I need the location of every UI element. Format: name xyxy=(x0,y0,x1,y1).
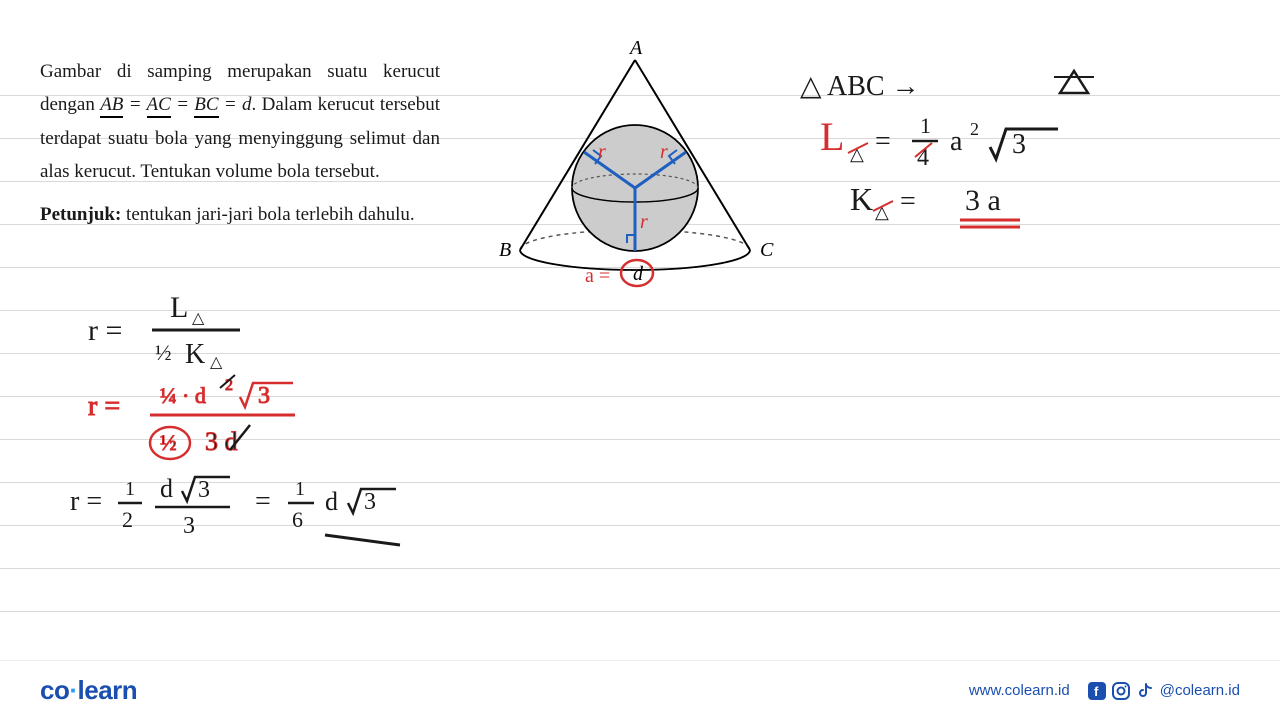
svg-text:3 d: 3 d xyxy=(205,427,238,456)
instagram-icon[interactable] xyxy=(1112,682,1130,700)
social-handle[interactable]: @colearn.id xyxy=(1160,682,1240,699)
logo-part2: learn xyxy=(78,675,138,705)
svg-text:=: = xyxy=(255,486,271,517)
svg-text:L: L xyxy=(170,291,188,324)
problem-hint: Petunjuk: tentukan jari-jari bola terleb… xyxy=(40,198,440,231)
svg-text:3 a: 3 a xyxy=(965,184,1001,217)
svg-text:1: 1 xyxy=(295,478,305,500)
radius-label-r2: r xyxy=(660,141,668,163)
svg-text:△: △ xyxy=(210,354,223,371)
radius-label-r1: r xyxy=(598,141,606,163)
svg-text:K: K xyxy=(850,181,873,217)
svg-text:6: 6 xyxy=(292,507,303,532)
svg-text:1: 1 xyxy=(920,113,931,138)
cone-sphere-diagram: r r r A B C d a = xyxy=(485,40,785,300)
logo-part1: co xyxy=(40,675,69,705)
website-link[interactable]: www.colearn.id xyxy=(969,682,1070,699)
svg-text:3: 3 xyxy=(198,477,210,503)
annotation-a-eq: a = xyxy=(585,265,610,287)
svg-text:f: f xyxy=(1094,684,1099,699)
hint-label: Petunjuk: xyxy=(40,204,121,225)
svg-text:2: 2 xyxy=(122,507,133,532)
svg-text:d: d xyxy=(325,487,338,516)
vertex-label-a: A xyxy=(628,40,643,59)
footer-right: www.colearn.id f @colearn.id xyxy=(969,682,1240,700)
svg-text:△: △ xyxy=(192,310,205,327)
svg-text:3: 3 xyxy=(183,513,195,539)
svg-text:½: ½ xyxy=(155,340,172,365)
vertex-label-b: B xyxy=(499,239,511,261)
logo: co·learn xyxy=(40,675,137,706)
svg-text:r =: r = xyxy=(88,314,122,347)
vertex-label-c: C xyxy=(760,239,774,261)
svg-text:3: 3 xyxy=(1012,129,1026,160)
svg-text:3: 3 xyxy=(364,489,376,515)
svg-text:½: ½ xyxy=(160,430,177,455)
svg-text:3: 3 xyxy=(258,383,270,409)
svg-text:d: d xyxy=(160,474,173,503)
base-label-d: d xyxy=(633,263,644,285)
svg-text:a: a xyxy=(950,126,963,157)
svg-text:K: K xyxy=(185,339,205,370)
svg-text:=: = xyxy=(875,126,891,157)
handwriting-bottom: r = L △ ½ K △ r = ¼ · d 2 3 ½ 3 d xyxy=(70,285,480,565)
svg-text:r =: r = xyxy=(88,391,120,422)
footer: co·learn www.colearn.id f @colearn.id xyxy=(0,660,1280,720)
social-links: f @colearn.id xyxy=(1088,682,1240,700)
page: Gambar di samping merupakan suatu kerucu… xyxy=(0,0,1280,720)
svg-text:¼ · d: ¼ · d xyxy=(160,383,206,408)
hw-top-l: L xyxy=(820,114,844,159)
svg-text:=: = xyxy=(900,186,916,217)
svg-text:2: 2 xyxy=(970,119,979,139)
svg-text:r =: r = xyxy=(70,486,102,517)
hw-top-line1: △ ABC → xyxy=(800,71,920,102)
hint-text: tentukan jari-jari bola terlebih dahulu. xyxy=(121,204,414,225)
radius-label-r3: r xyxy=(640,211,648,233)
svg-text:1: 1 xyxy=(125,478,135,500)
tiktok-icon[interactable] xyxy=(1136,682,1154,700)
facebook-icon[interactable]: f xyxy=(1088,682,1106,700)
problem-text: Gambar di samping merupakan suatu kerucu… xyxy=(40,55,440,231)
svg-text:4: 4 xyxy=(917,145,929,171)
handwriting-top: △ ABC → L △ = 1 4 a 2 xyxy=(790,65,1210,245)
logo-dot: · xyxy=(69,675,77,705)
